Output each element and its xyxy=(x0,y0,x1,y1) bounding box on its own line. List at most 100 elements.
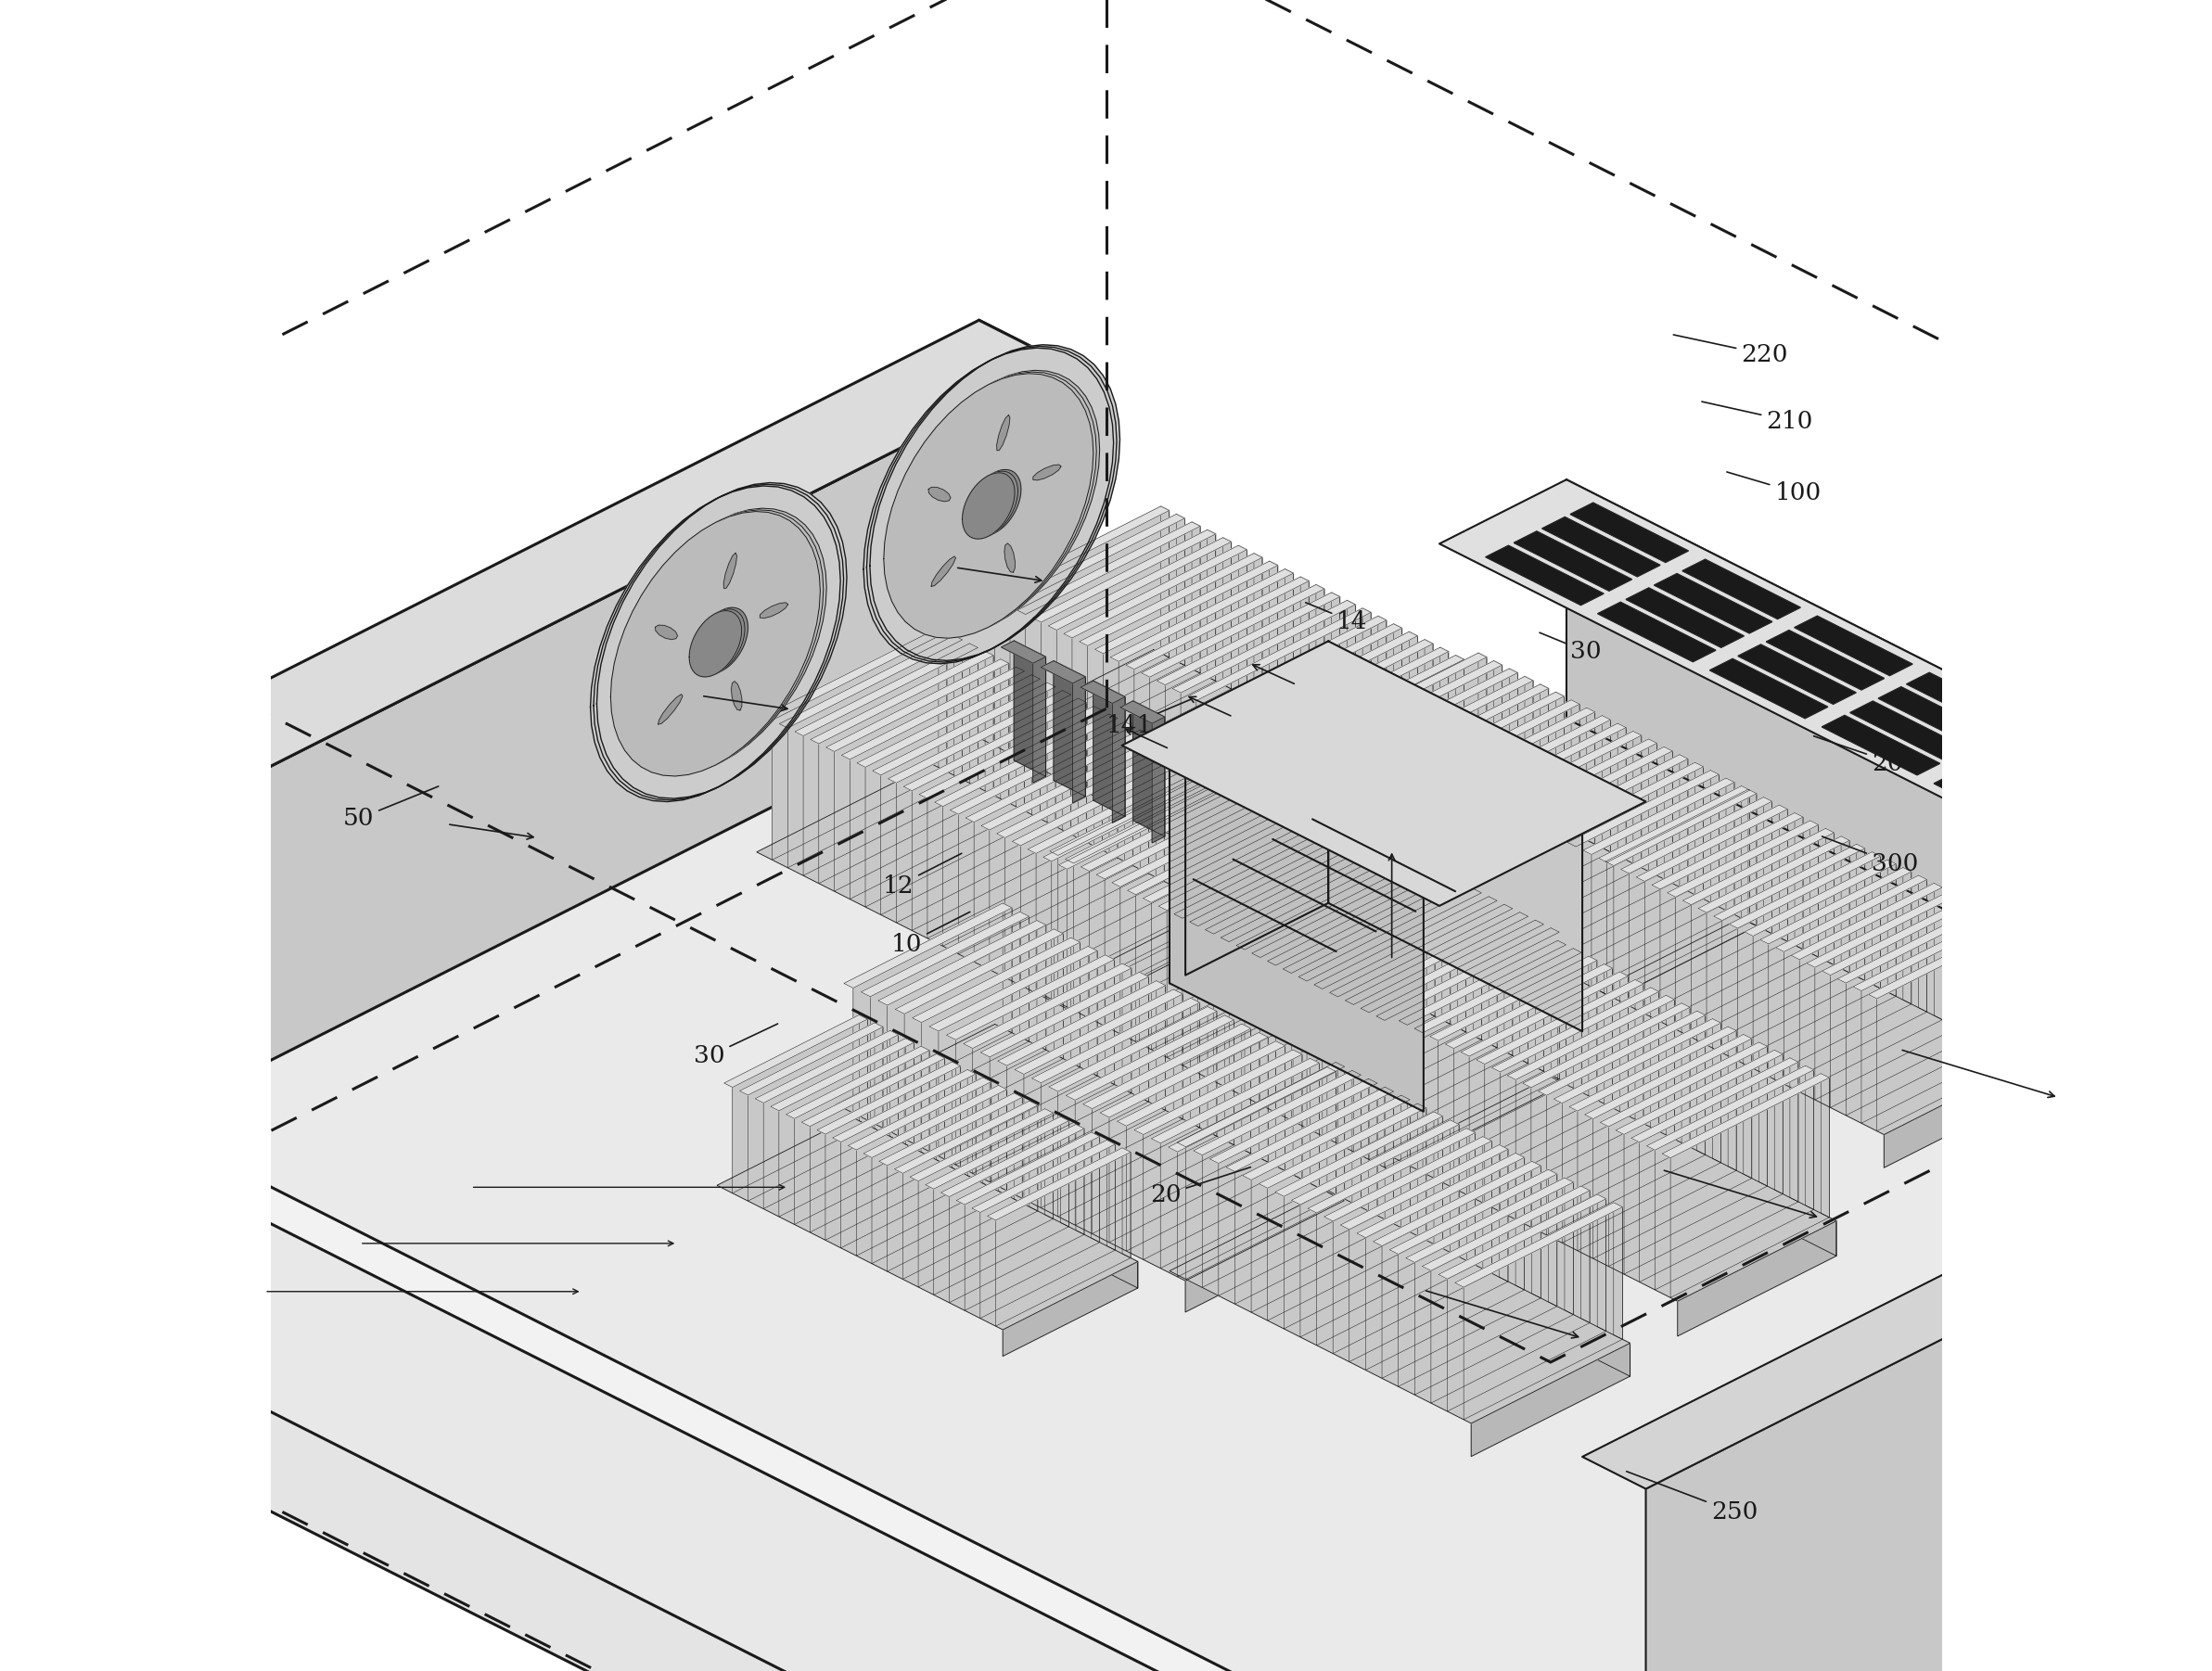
Polygon shape xyxy=(1053,660,1086,797)
Polygon shape xyxy=(956,959,1115,1165)
Polygon shape xyxy=(655,625,677,640)
Polygon shape xyxy=(1062,690,1071,834)
Text: 300: 300 xyxy=(1823,837,1918,876)
Polygon shape xyxy=(1035,765,1210,993)
Polygon shape xyxy=(1568,1026,1736,1111)
Polygon shape xyxy=(1168,1068,1336,1151)
Polygon shape xyxy=(1500,991,1659,1211)
Polygon shape xyxy=(730,550,743,585)
Polygon shape xyxy=(942,719,1117,946)
Polygon shape xyxy=(1097,787,1279,879)
Polygon shape xyxy=(922,942,1079,1148)
Polygon shape xyxy=(739,1023,883,1095)
Polygon shape xyxy=(1451,1120,1460,1257)
Polygon shape xyxy=(2185,871,2212,931)
Polygon shape xyxy=(1663,747,1672,884)
Polygon shape xyxy=(0,678,2212,1671)
Polygon shape xyxy=(902,698,1086,790)
Polygon shape xyxy=(1002,902,1011,1033)
Polygon shape xyxy=(1325,1136,1491,1222)
Polygon shape xyxy=(1655,1069,1814,1290)
Polygon shape xyxy=(1761,867,1911,944)
Polygon shape xyxy=(1214,846,1389,1081)
Polygon shape xyxy=(834,663,1009,891)
Polygon shape xyxy=(1933,884,1942,1019)
Polygon shape xyxy=(1186,1200,1345,1312)
Polygon shape xyxy=(1150,1058,1318,1143)
Polygon shape xyxy=(1106,954,1115,1084)
Polygon shape xyxy=(1088,784,1263,1018)
Polygon shape xyxy=(1203,760,1210,906)
Polygon shape xyxy=(2011,922,2020,1059)
Polygon shape xyxy=(1677,1222,1836,1337)
Polygon shape xyxy=(1471,782,1756,959)
Polygon shape xyxy=(1234,632,1418,724)
Polygon shape xyxy=(1747,789,1756,926)
Polygon shape xyxy=(765,600,794,615)
Polygon shape xyxy=(1535,921,1544,1071)
Polygon shape xyxy=(1044,769,1225,861)
Polygon shape xyxy=(1261,869,1436,1105)
Polygon shape xyxy=(980,973,1148,1058)
Polygon shape xyxy=(1157,981,1166,1111)
Polygon shape xyxy=(1382,1166,1542,1379)
Polygon shape xyxy=(1506,996,1674,1079)
Polygon shape xyxy=(1469,976,1628,1196)
Text: 200: 200 xyxy=(1814,735,1918,775)
Polygon shape xyxy=(1018,521,1201,615)
Polygon shape xyxy=(1046,683,1055,827)
Polygon shape xyxy=(929,946,1097,1031)
Polygon shape xyxy=(1980,907,1989,1043)
Polygon shape xyxy=(1646,809,1787,1014)
Polygon shape xyxy=(1011,730,2212,1608)
Polygon shape xyxy=(1192,1071,1360,1155)
Polygon shape xyxy=(1298,889,1482,981)
Polygon shape xyxy=(2130,785,2212,846)
Polygon shape xyxy=(1907,672,2024,732)
Polygon shape xyxy=(1314,896,1498,989)
Polygon shape xyxy=(852,1118,1137,1288)
Polygon shape xyxy=(1104,790,1279,1026)
Polygon shape xyxy=(192,364,1066,1100)
Polygon shape xyxy=(1113,794,1294,887)
Polygon shape xyxy=(1723,849,1865,1053)
Polygon shape xyxy=(1422,1186,1590,1270)
Polygon shape xyxy=(1276,1041,1285,1171)
Polygon shape xyxy=(1416,1183,1573,1395)
Polygon shape xyxy=(1002,515,1186,607)
Polygon shape xyxy=(964,1136,1099,1310)
Polygon shape xyxy=(659,693,684,724)
Polygon shape xyxy=(1274,1111,1442,1196)
Polygon shape xyxy=(1500,1145,1509,1282)
Polygon shape xyxy=(1106,587,2212,1449)
Polygon shape xyxy=(894,1101,1037,1173)
Text: 100: 100 xyxy=(1728,471,1820,505)
Polygon shape xyxy=(858,1014,867,1125)
Polygon shape xyxy=(1095,561,1279,653)
Polygon shape xyxy=(1668,820,1818,897)
Polygon shape xyxy=(1093,1029,1252,1233)
Polygon shape xyxy=(1124,722,1133,866)
Polygon shape xyxy=(1564,1178,1573,1315)
Polygon shape xyxy=(1175,825,1358,919)
Polygon shape xyxy=(1135,1049,1303,1135)
Polygon shape xyxy=(1571,503,1688,563)
Polygon shape xyxy=(1566,480,2212,1200)
Polygon shape xyxy=(998,981,1166,1066)
Polygon shape xyxy=(1188,608,1371,700)
Polygon shape xyxy=(1199,837,1374,1073)
Polygon shape xyxy=(1292,1120,1460,1205)
Polygon shape xyxy=(1024,994,1183,1200)
Polygon shape xyxy=(1849,702,1969,760)
Polygon shape xyxy=(1471,1343,1630,1457)
Polygon shape xyxy=(1681,1003,1690,1146)
Polygon shape xyxy=(825,1066,960,1240)
Polygon shape xyxy=(854,907,1011,1113)
Polygon shape xyxy=(885,374,1093,638)
Polygon shape xyxy=(967,730,1148,822)
Polygon shape xyxy=(1013,1093,1022,1203)
Polygon shape xyxy=(1573,949,1582,1093)
Polygon shape xyxy=(611,511,821,775)
Polygon shape xyxy=(1728,1026,1736,1170)
Text: 50: 50 xyxy=(343,787,438,830)
